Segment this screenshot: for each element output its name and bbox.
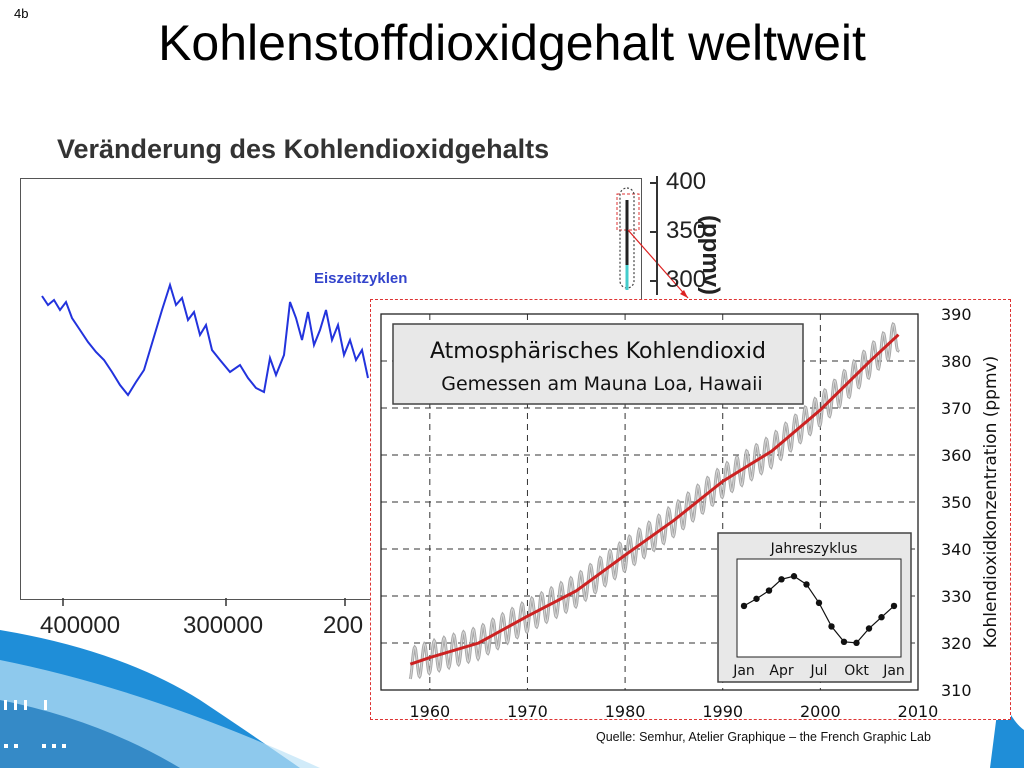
y-tick-label: 380 bbox=[941, 352, 972, 371]
recent-spike-box bbox=[616, 193, 640, 231]
x-tick-label: 1990 bbox=[702, 702, 743, 721]
inset-point bbox=[778, 576, 785, 583]
background-x-tick: 300000 bbox=[183, 612, 264, 639]
inset-point bbox=[878, 614, 885, 621]
y-tick-label: 320 bbox=[941, 634, 972, 653]
x-tick-label: 2010 bbox=[898, 702, 939, 721]
inset-point bbox=[865, 625, 873, 632]
inset-point bbox=[828, 623, 835, 630]
mauna-loa-panel: 310 320 330 340 350 360 370 380 390 1960 1970 1980… bbox=[370, 299, 1011, 721]
recent-spike-oval bbox=[619, 187, 635, 289]
mauna-loa-chart: 310 320 330 340 350 360 370 380 390 1960 1970 1980… bbox=[380, 305, 1001, 721]
y-tick-label: 330 bbox=[941, 587, 972, 606]
y-tick-label: 390 bbox=[941, 305, 972, 324]
y-tick-label: 310 bbox=[941, 681, 972, 700]
background-y-tick: 350 bbox=[666, 217, 707, 244]
source-credit: Quelle: Semhur, Atelier Graphique – the … bbox=[596, 730, 931, 744]
y-axis-label: Kohlendioxidkonzentration (ppmv) bbox=[981, 356, 1001, 648]
inset-point bbox=[765, 587, 773, 594]
inset-x-tick: Apr bbox=[769, 663, 793, 679]
slide-number: 4b bbox=[14, 6, 29, 21]
inset-x-ticks: Jan Apr Jul Okt Jan bbox=[732, 663, 905, 679]
x-tick-label: 1960 bbox=[409, 702, 450, 721]
inset-point bbox=[803, 581, 810, 588]
seasonal-band-inner bbox=[409, 323, 899, 680]
x-tick-label: 2000 bbox=[800, 702, 841, 721]
background-x-tick: 200 bbox=[323, 612, 364, 639]
inset-point bbox=[890, 602, 898, 610]
background-x-tick: 400000 bbox=[40, 612, 121, 639]
inset-chart: Jahreszyklus Jan Apr Jul Okt Jan bbox=[717, 532, 912, 683]
inset-point bbox=[753, 595, 760, 602]
trend-line bbox=[409, 333, 900, 666]
decor-dots bbox=[4, 700, 66, 748]
y-tick-label: 340 bbox=[941, 540, 972, 559]
slide-title: Kohlenstoffdioxidgehalt weltweit bbox=[158, 15, 866, 71]
y-ticks: 310 320 330 340 350 360 370 380 390 bbox=[941, 305, 972, 700]
inset-point bbox=[853, 639, 860, 647]
ice-age-series bbox=[41, 281, 369, 397]
inset-point bbox=[815, 599, 823, 607]
plot-frame bbox=[380, 313, 919, 691]
inset-point bbox=[740, 602, 748, 610]
inset-x-tick: Jan bbox=[732, 663, 755, 679]
chart-subtitle: Gemessen am Mauna Loa, Hawaii bbox=[441, 373, 762, 395]
background-y-label: (ppmv) bbox=[697, 215, 724, 295]
inset-title: Jahreszyklus bbox=[770, 541, 858, 557]
inset-point bbox=[840, 638, 848, 646]
background-chart-title: Veränderung des Kohlendioxidgehalts bbox=[57, 134, 550, 164]
inset-x-tick: Okt bbox=[844, 663, 869, 679]
background-y-tick: 300 bbox=[666, 266, 707, 293]
chart-title: Atmosphärisches Kohlendioxid bbox=[430, 339, 766, 364]
y-tick-label: 370 bbox=[941, 399, 972, 418]
y-tick-label: 350 bbox=[941, 493, 972, 512]
background-y-tick: 400 bbox=[666, 168, 707, 195]
inset-x-tick: Jul bbox=[810, 663, 828, 679]
x-tick-label: 1980 bbox=[605, 702, 646, 721]
title-box: Atmosphärisches Kohlendioxid Gemessen am… bbox=[392, 323, 804, 405]
x-tick-label: 1970 bbox=[507, 702, 548, 721]
y-tick-label: 360 bbox=[941, 446, 972, 465]
inset-point bbox=[790, 573, 798, 580]
ice-age-cycles-label: Eiszeitzyklen bbox=[314, 270, 408, 287]
inset-x-tick: Jan bbox=[882, 663, 905, 679]
inset-points bbox=[740, 573, 898, 647]
x-ticks: 1960 1970 1980 1990 2000 2010 bbox=[409, 702, 938, 721]
